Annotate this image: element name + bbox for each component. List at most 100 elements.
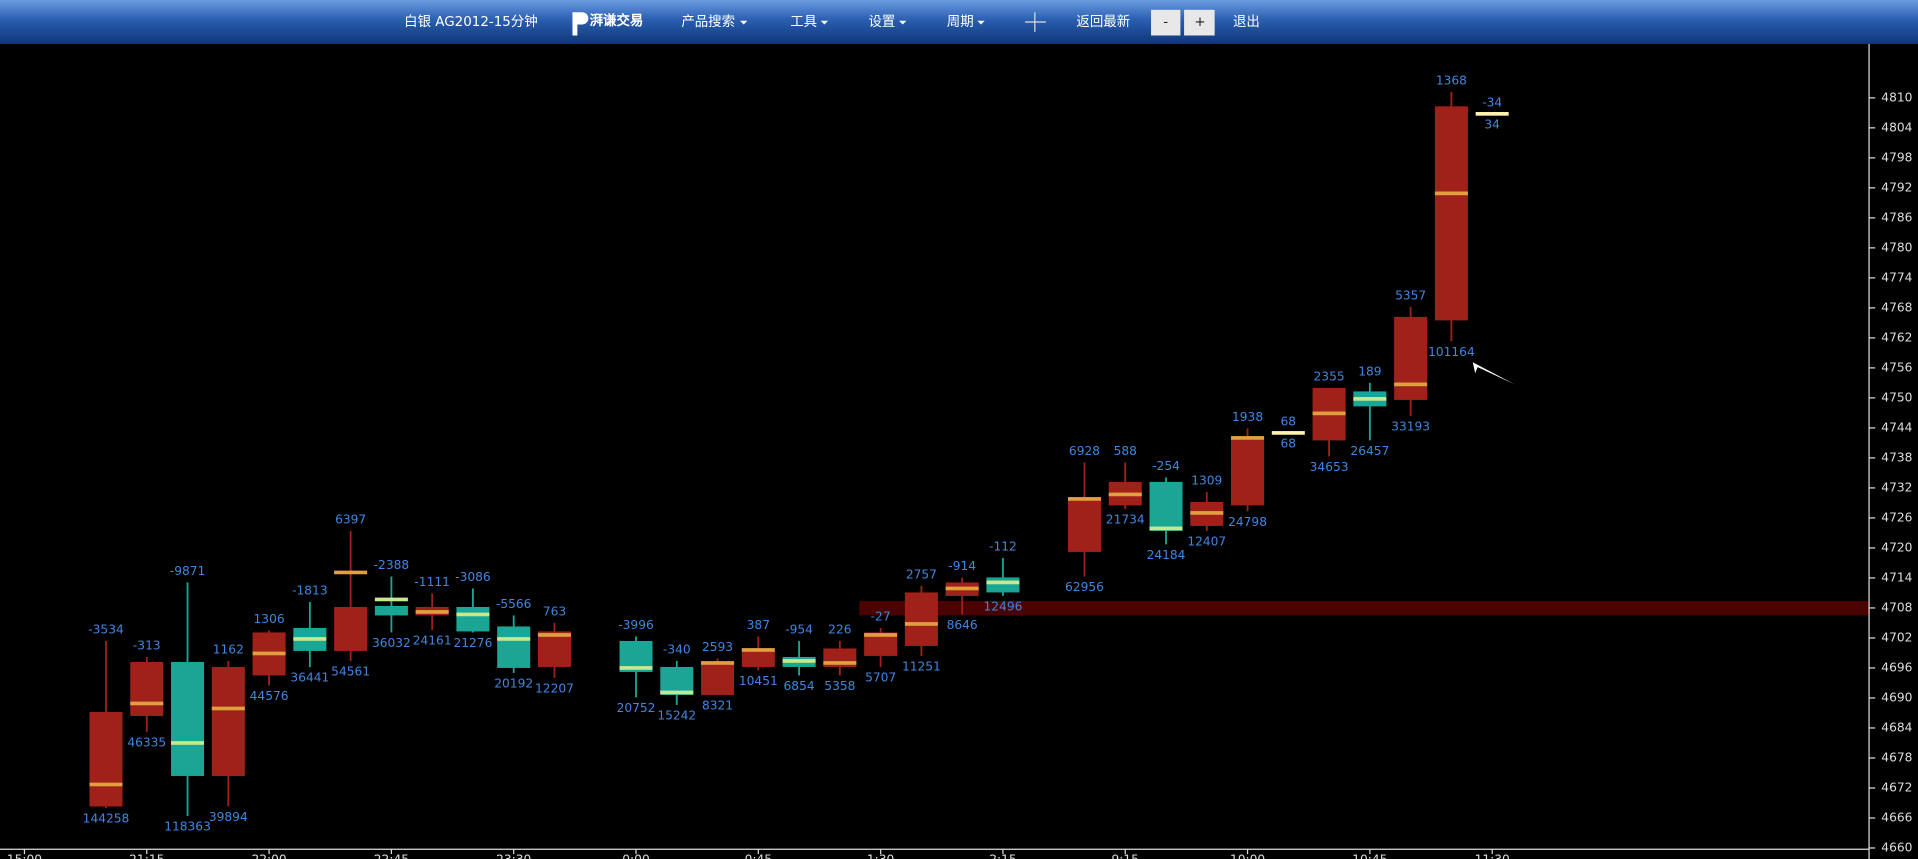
- menu-item[interactable]: 工具: [790, 15, 817, 30]
- oi-change-label: 588: [1114, 444, 1137, 458]
- avg-price-line: [823, 661, 857, 665]
- caret: [740, 20, 748, 25]
- button[interactable]: -: [1163, 15, 1168, 30]
- y-tick-label: 4726: [1881, 510, 1912, 524]
- avg-price-line: [1394, 382, 1428, 387]
- oi-change-label: 2593: [702, 640, 733, 654]
- candle-body: [211, 666, 245, 776]
- y-tick-label: 4714: [1881, 570, 1912, 584]
- candle-body: [1231, 436, 1265, 506]
- volume-label: 34: [1484, 117, 1500, 131]
- button[interactable]: 返回最新: [1076, 14, 1130, 30]
- avg-price-line: [252, 651, 286, 656]
- y-tick-label: 4756: [1881, 360, 1912, 374]
- x-tick-label: 10:45: [1352, 853, 1387, 859]
- volume-label: 46335: [127, 735, 166, 749]
- y-tick-label: 4792: [1881, 180, 1912, 194]
- menu-item[interactable]: 周期: [947, 14, 974, 30]
- oi-change-label: -1813: [292, 583, 328, 597]
- avg-price-line: [537, 633, 571, 637]
- volume-label: 20192: [494, 676, 533, 690]
- volume-label: 5358: [824, 679, 855, 693]
- avg-price-line: [89, 782, 123, 787]
- candle-body: [456, 606, 490, 632]
- avg-price-line: [1434, 191, 1468, 196]
- oi-change-label: 1368: [1436, 73, 1467, 87]
- y-tick-label: 4750: [1881, 390, 1912, 404]
- volume-label: 62956: [1065, 580, 1104, 594]
- avg-price-line: [1353, 397, 1387, 401]
- volume-label: 36032: [372, 636, 411, 650]
- zoom-out-button[interactable]: [1151, 9, 1181, 36]
- avg-price-line: [374, 597, 408, 602]
- x-tick-label: 11:30: [1475, 853, 1510, 859]
- volume-label: 36441: [290, 670, 329, 684]
- oi-change-label: -954: [785, 622, 813, 636]
- oi-change-label: -340: [663, 642, 691, 656]
- volume-label: 68: [1281, 436, 1297, 450]
- candle-body: [986, 577, 1020, 593]
- oi-change-label: 226: [828, 622, 851, 636]
- volume-label: 15242: [657, 708, 696, 722]
- y-tick-label: 4798: [1881, 150, 1912, 164]
- y-tick-label: 4732: [1881, 480, 1912, 494]
- oi-change-label: -34: [1482, 95, 1502, 109]
- menu-item[interactable]: 设置: [868, 14, 895, 30]
- volume-label: 5707: [865, 670, 896, 684]
- avg-price-line: [1231, 436, 1265, 440]
- toolbar: 白银 AG2012-15分钟 湃谦交易 产品搜索 工具 设置 周期 返回最新 -…: [0, 0, 1918, 45]
- x-tick-label: 22:45: [374, 853, 409, 859]
- y-tick-label: 4810: [1881, 90, 1912, 104]
- oi-change-label: 763: [543, 604, 566, 618]
- oi-change-label: 387: [747, 618, 770, 632]
- avg-price-line: [1190, 511, 1224, 515]
- x-tick-label: 22:00: [251, 853, 286, 859]
- volume-label: 21734: [1106, 512, 1145, 526]
- y-tick-label: 4708: [1881, 600, 1912, 614]
- avg-price-line: [701, 661, 735, 665]
- crosshair-button[interactable]: [1025, 12, 1046, 32]
- plot: 4660 4666 4672 4678 4684 4690 4696 4702 4708 4714…: [0, 44, 1913, 859]
- y-tick-label: 4804: [1881, 120, 1912, 134]
- flat-candle: [1271, 431, 1305, 435]
- y-tick-label: 4696: [1881, 660, 1912, 674]
- y-tick-label: 4780: [1881, 240, 1912, 254]
- zoom-in-button[interactable]: [1184, 9, 1215, 36]
- volume-label: 26457: [1350, 444, 1389, 458]
- y-tick-label: 4738: [1881, 450, 1912, 464]
- x-tick-label: 0:00: [622, 853, 649, 859]
- button[interactable]: +: [1194, 15, 1205, 30]
- logo-icon: [572, 12, 589, 36]
- candle-body: [904, 592, 938, 646]
- candle-body: [1394, 316, 1428, 400]
- oi-change-label: 6928: [1069, 444, 1100, 458]
- x-tick-label: 9:15: [1112, 853, 1139, 859]
- volume-label: 39894: [209, 810, 248, 824]
- avg-price-line: [293, 637, 327, 641]
- volume-label: 54561: [331, 664, 370, 678]
- avg-price-line: [211, 706, 245, 711]
- avg-price-line: [415, 610, 449, 614]
- volume-label: 24161: [413, 633, 452, 647]
- volume-label: 118363: [164, 819, 211, 833]
- candle-body: [334, 606, 368, 651]
- oi-change-label: -313: [133, 638, 161, 652]
- menu-item[interactable]: 产品搜索: [681, 14, 735, 30]
- avg-price-line: [1149, 526, 1183, 531]
- volume-label: 144258: [83, 811, 130, 825]
- oi-change-label: -112: [989, 539, 1017, 553]
- volume-label: 12407: [1187, 534, 1226, 548]
- oi-change-label: -3534: [88, 622, 124, 636]
- caret: [977, 20, 985, 25]
- button[interactable]: 退出: [1233, 14, 1260, 30]
- oi-change-label: 1306: [254, 612, 285, 626]
- volume-label: 44576: [250, 689, 289, 703]
- avg-price-line: [171, 741, 205, 745]
- price-band: [859, 600, 1870, 616]
- oi-change-label: -9871: [170, 564, 206, 578]
- flat-candle: [1475, 112, 1509, 116]
- avg-price-line: [1312, 411, 1346, 416]
- y-tick-label: 4768: [1881, 300, 1912, 314]
